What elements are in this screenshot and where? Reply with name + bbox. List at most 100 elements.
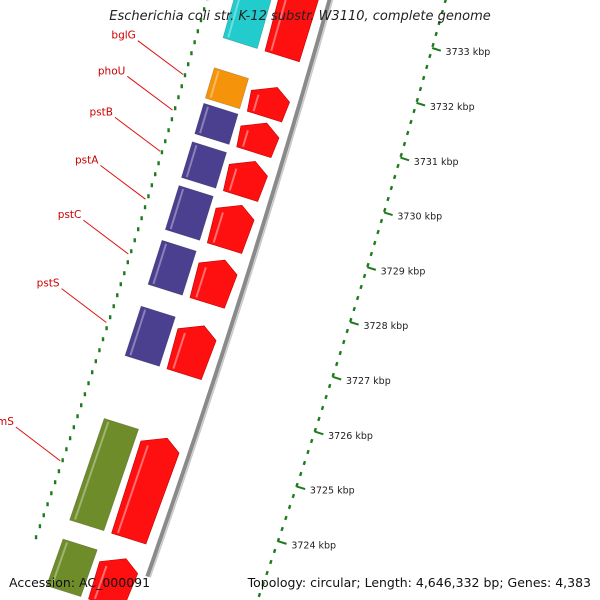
inner-minor-tick: [87, 381, 90, 386]
minor-tick: [280, 526, 284, 532]
gene-box-pstA: [164, 185, 214, 241]
cds-highlight: [228, 168, 238, 191]
inner-minor-tick: [147, 194, 150, 199]
inner-minor-tick: [133, 238, 136, 243]
gene-box-pstC: [147, 239, 197, 296]
minor-tick: [257, 592, 262, 598]
minor-tick: [261, 581, 265, 587]
gene-label-pstB: pstB: [90, 106, 113, 118]
minor-tick: [409, 119, 413, 125]
gene-highlight: [209, 70, 220, 98]
gene-box-pstS: [124, 305, 176, 367]
inner-minor-tick: [123, 271, 126, 276]
scale-tick-label: 3733 kbp: [446, 47, 491, 58]
scale-tick-label: 3724 kbp: [291, 540, 336, 551]
inner-minor-tick: [57, 469, 61, 474]
cds-arrow: [223, 161, 268, 202]
minor-tick: [389, 185, 394, 191]
minor-tick: [324, 394, 328, 400]
inner-minor-tick: [193, 40, 196, 45]
minor-tick: [269, 559, 273, 565]
minor-tick: [302, 460, 307, 466]
minor-tick: [287, 504, 292, 510]
minor-tick: [372, 240, 377, 246]
minor-tick: [349, 317, 353, 323]
inner-minor-tick: [167, 128, 170, 133]
gene-label-pstC: pstC: [58, 209, 82, 221]
inner-minor-tick: [76, 414, 79, 419]
cds-highlight: [172, 332, 186, 369]
minor-tick: [443, 0, 448, 4]
minor-tick: [392, 174, 397, 180]
cds-arrow: [236, 122, 280, 158]
major-tick: [400, 156, 410, 162]
inner-minor-tick: [190, 51, 193, 56]
gene-highlight: [227, 0, 240, 38]
minor-tick: [291, 493, 296, 499]
cds-highlight: [252, 94, 260, 112]
gene-leader-line: [137, 40, 184, 75]
inner-minor-tick: [46, 502, 49, 507]
gene-highlight: [185, 144, 198, 178]
major-tick: [383, 211, 393, 217]
minor-tick: [428, 53, 432, 59]
inner-minor-tick: [154, 172, 157, 177]
cds-highlight: [195, 266, 207, 298]
inner-minor-tick: [83, 392, 87, 397]
inner-minor-tick: [50, 491, 53, 496]
gene-leader-line: [15, 426, 61, 462]
map-title: Escherichia coli str. K-12 substr. W3110…: [109, 9, 491, 24]
inner-minor-tick: [80, 403, 83, 408]
inner-minor-tick: [108, 315, 112, 320]
scale-tick-label: 3725 kbp: [310, 486, 355, 497]
minor-tick: [298, 471, 303, 477]
scale-tick-label: 3729 kbp: [381, 266, 426, 277]
minor-tick: [327, 383, 332, 389]
gene-box-phoU: [194, 102, 239, 145]
minor-tick: [272, 548, 277, 554]
minor-tick: [386, 196, 390, 202]
inner-minor-tick: [140, 216, 143, 221]
cds-highlight: [117, 445, 149, 534]
backbone-layer: [145, 0, 334, 578]
minor-tick: [425, 64, 429, 70]
minor-tick: [306, 449, 310, 455]
topology-label: Topology: circular; Length: 4,646,332 bp…: [247, 575, 591, 590]
minor-tick: [440, 9, 445, 15]
major-tick: [431, 47, 442, 52]
inner-minor-tick: [136, 227, 140, 232]
inner-minor-tick: [94, 359, 98, 364]
minor-tick: [399, 152, 403, 158]
minor-tick: [366, 262, 370, 268]
inner-minor-tick: [101, 337, 105, 342]
gene-label-bglG: bglG: [111, 30, 135, 42]
minor-tick: [369, 251, 374, 257]
minor-tick: [415, 97, 420, 103]
minor-tick: [284, 515, 288, 521]
minor-tick: [342, 339, 346, 345]
cds-highlight: [270, 0, 287, 52]
inner-minor-tick: [157, 161, 160, 166]
inner-minor-tick: [202, 7, 206, 12]
minor-tick: [376, 229, 380, 235]
inner-minor-tick: [112, 304, 115, 309]
inner-minor-tick: [61, 458, 64, 463]
inner-minor-tick: [183, 73, 187, 78]
cds-highlight: [242, 130, 249, 147]
scale-tick-label: 3730 kbp: [397, 212, 442, 223]
inner-minor-tick: [180, 84, 183, 89]
inner-minor-tick: [173, 106, 177, 111]
gene-highlight: [74, 421, 110, 520]
inner-minor-tick: [65, 447, 68, 452]
major-tick: [366, 266, 377, 271]
minor-tick: [334, 361, 339, 367]
cds-highlight: [93, 565, 108, 600]
minor-tick: [396, 163, 400, 169]
major-tick: [332, 375, 342, 381]
minor-tick: [418, 86, 423, 92]
gene-highlight: [51, 542, 68, 586]
minor-tick: [355, 295, 360, 301]
inner-minor-tick: [150, 183, 154, 188]
inner-minor-tick: [105, 326, 108, 331]
